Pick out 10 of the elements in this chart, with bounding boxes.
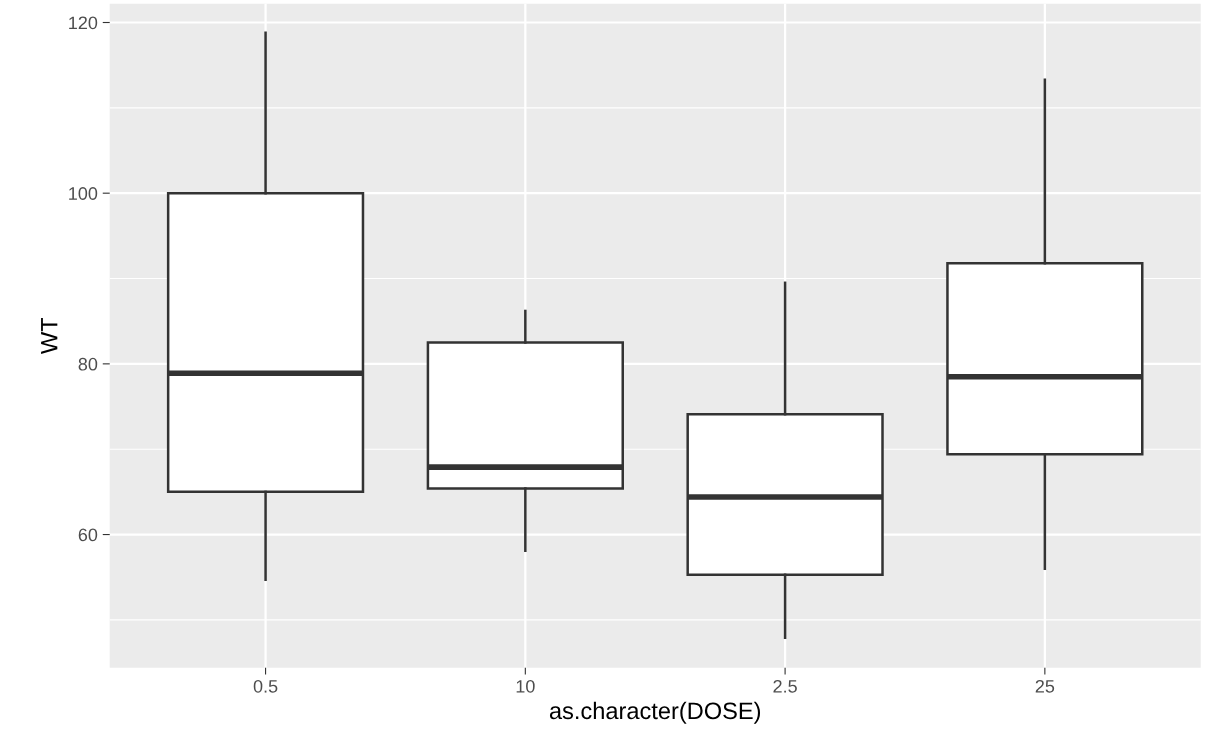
x-tick-label: 25 xyxy=(1035,679,1055,693)
x-tick-label: 2.5 xyxy=(773,679,797,693)
y-tick-label: 120 xyxy=(69,16,98,30)
y-tick-label: 60 xyxy=(78,528,98,542)
x-tick-label: 0.5 xyxy=(253,679,278,693)
x-tick-label: 10 xyxy=(516,679,535,693)
y-tick-label: 80 xyxy=(78,357,98,371)
x-axis-title: as.character(DOSE) xyxy=(549,701,761,724)
y-tick-label: 100 xyxy=(69,187,98,200)
y-axis-title: WT xyxy=(41,317,58,354)
